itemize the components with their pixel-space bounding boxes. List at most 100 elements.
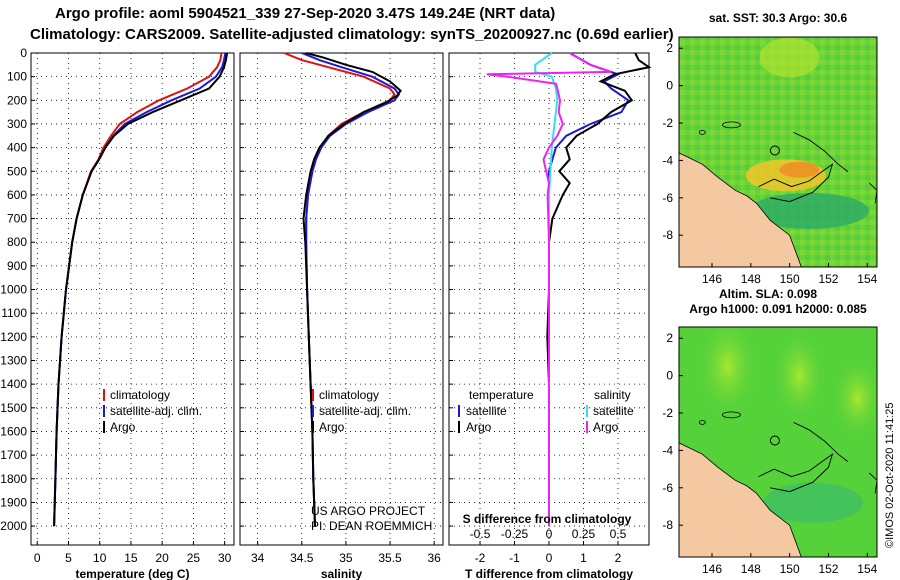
map-title: Altim. SLA: 0.098 [719,287,817,301]
x-tick-label: 5 [65,551,72,565]
depth-tick-label: 1300 [0,354,27,368]
depth-tick-label: 1500 [0,401,27,415]
panel-temperature: 0 5 10 15 20 25 30 temperature (deg C) climatolo… [30,52,235,580]
depth-tick-label: 600 [7,188,27,202]
legend-salinity-title: salinity [594,388,631,402]
x-tick-label: 10 [93,551,107,565]
depth-tick-label: 300 [7,117,27,131]
coast-manus [722,121,741,129]
x-tick-label: 0 [546,551,553,565]
chart-title-line2: Climatology: CARS2009. Satellite-adjuste… [30,26,674,43]
series-argo [53,52,229,527]
x-axis-label: temperature (deg C) [75,567,189,580]
coast-bougainville [868,182,877,204]
series-salinity-argo [486,52,612,527]
legend-label: satellite-adj. clim. [319,404,411,418]
map-y-tick-label: 0 [666,369,673,383]
map-x-tick-label: 154 [857,562,877,576]
legend-label: Argo [319,420,345,434]
depth-tick-label: 700 [7,212,27,226]
depth-tick-label: 0 [20,46,27,60]
depth-tick-label: 900 [7,259,27,273]
coast-island [698,419,706,425]
depth-tick-label: 800 [7,235,27,249]
x-tick-label: 36 [427,551,441,565]
warm-patch [759,37,820,78]
map-y-tick-label: 2 [666,41,673,55]
map-x-tick-label: 150 [780,272,800,286]
depth-tick-label: 1800 [0,472,27,486]
map-y-tick-label: 0 [666,79,673,93]
sla-high [832,358,877,439]
depth-tick-label: 500 [7,164,27,178]
legend-label: Argo [466,420,492,434]
x-tick-label: -1 [509,551,520,565]
depth-tick-label: 2000 [0,519,27,533]
map-subtitle: Argo h1000: 0.091 h2000: 0.085 [689,302,867,316]
map-y-tick-label: -8 [662,518,673,532]
map-field [679,327,877,557]
secondary-tick-label: -0.25 [501,527,529,541]
map-y-tick-label: -4 [662,443,673,457]
map-y-tick-label: -4 [662,153,673,167]
map-sst-map: 146 148 150 152 154 2 0 -2 -4 -6 -8 sat. SST: 30.3 … [662,11,877,286]
map-y-tick-label: -8 [662,228,673,242]
secondary-axis-label: S difference from climatology [463,512,632,526]
map-x-tick-label: 146 [702,272,722,286]
coast-new-britain [758,163,834,203]
x-tick-label: 25 [187,551,201,565]
legend-label: climatology [319,388,379,402]
secondary-tick-label: 0.25 [572,527,596,541]
argo-position-marker [769,145,780,156]
x-axis-label: salinity [321,567,363,580]
panel-difference: -2 -1 0 1 2 T difference from climatology temp… [448,52,652,580]
secondary-tick-label: 0.5 [610,527,627,541]
x-tick-label: 2 [615,551,622,565]
plot-frame [30,52,235,546]
map-field [679,37,877,267]
panel-salinity: 34 34.5 35 35.5 36 salinity climatology satelli… [239,52,444,580]
map-frame [678,326,878,558]
plot-frame [239,52,444,546]
x-tick-label: 15 [124,551,138,565]
sla-low [762,482,863,523]
land-new-guinea [679,442,802,557]
map-x-tick-label: 146 [702,562,722,576]
map-x-tick-label: 148 [741,272,761,286]
depth-tick-label: 1600 [0,424,27,438]
coast-new-ireland [793,131,849,172]
map-title: sat. SST: 30.3 Argo: 30.6 [709,11,848,25]
sla-high [697,327,758,417]
legend-label: satellite [466,404,507,418]
series-temperature-argo [546,52,652,527]
x-tick-label: 35 [339,551,353,565]
legend-temperature-title: temperature [469,388,534,402]
map-frame [678,36,878,268]
depth-tick-label: 100 [7,70,27,84]
legend-label: Argo [593,420,619,434]
legend-label: Argo [110,420,136,434]
legend-label: satellite-adj. clim. [110,404,202,418]
depth-tick-label: 200 [7,93,27,107]
depth-tick-label: 1100 [1,306,27,320]
map-y-tick-label: -6 [662,191,673,205]
map-y-tick-label: -2 [662,406,673,420]
map-x-tick-label: 154 [857,272,877,286]
map-y-tick-label: -6 [662,481,673,495]
x-tick-label: 34 [251,551,265,565]
map-x-tick-label: 150 [780,562,800,576]
pi-label: PI: DEAN ROEMMICH [311,519,432,533]
map-y-tick-label: 2 [666,331,673,345]
coast-manus [722,411,741,419]
depth-tick-label: 1700 [0,448,27,462]
credit-label: ©IMOS 02-Oct-2020 11:41:25 [884,403,896,548]
depth-tick-label: 1200 [0,330,27,344]
coast-new-ireland [793,421,849,462]
map-x-tick-label: 152 [818,562,838,576]
warm-patch [779,161,820,178]
map-x-tick-label: 148 [741,562,761,576]
depth-tick-label: 1400 [0,377,27,391]
x-axis-label: T difference from climatology [465,567,633,580]
x-tick-label: 0 [34,551,41,565]
